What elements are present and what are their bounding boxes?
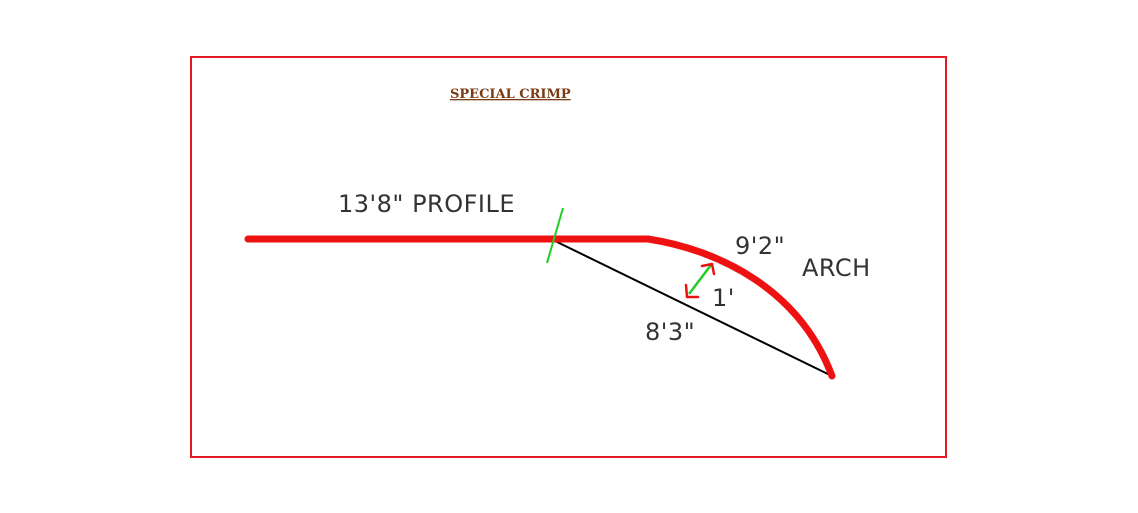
rise-arrowhead-bottom — [684, 283, 700, 299]
profile-length-label: 13'8" PROFILE — [338, 190, 515, 218]
chord-length-label: 8'3" — [645, 318, 695, 346]
arch-label: ARCH — [802, 254, 871, 282]
diagram-frame — [190, 56, 947, 458]
diagram-title: SPECIAL CRIMP — [450, 87, 571, 102]
crimp-marker — [546, 207, 564, 264]
rise-label: 1' — [712, 284, 735, 312]
chord-line — [552, 239, 835, 378]
arch-length-label: 9'2" — [735, 232, 785, 260]
rise-arrow — [688, 264, 712, 295]
profile-line — [244, 235, 836, 380]
rise-arrowhead-top — [700, 262, 716, 276]
